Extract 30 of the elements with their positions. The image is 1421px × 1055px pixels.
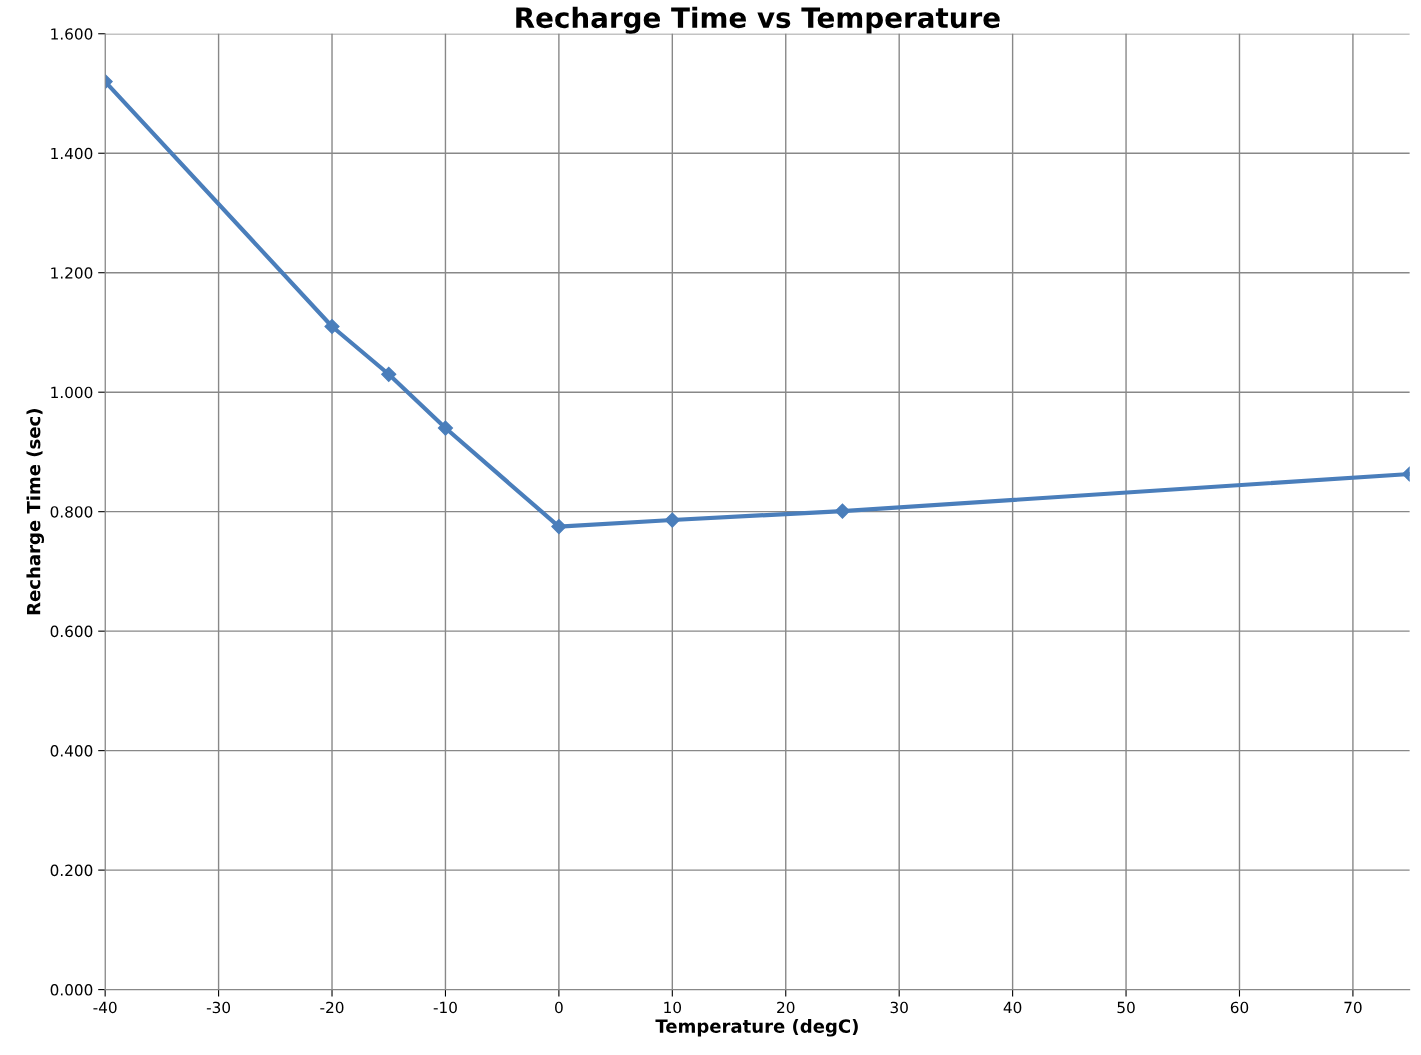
x-tick-label: 30 (890, 1001, 908, 1014)
y-tick-label: 1.600 (51, 28, 93, 40)
x-tick-label: 0 (555, 1001, 563, 1014)
x-tick-label: -40 (93, 1001, 117, 1014)
chart-title: Recharge Time vs Temperature (516, 6, 1000, 34)
point (834, 503, 851, 519)
y-tick-label: 1.200 (51, 267, 93, 279)
y-tick-label: 0.000 (50, 984, 93, 996)
y-tick-label: 1.400 (51, 147, 93, 160)
y-tick-label: 0.600 (50, 625, 93, 638)
y-axis-title: Recharge Time (sec) (26, 409, 45, 615)
x-tick-label: 40 (1003, 1001, 1022, 1014)
x-tick-label: -20 (320, 1001, 344, 1014)
y-tick-label: 0.200 (50, 864, 93, 877)
x-tick-label: 60 (1230, 1001, 1249, 1014)
x-tick-label: 70 (1344, 1001, 1362, 1014)
point (437, 420, 454, 436)
x-tick-label: 20 (777, 1001, 795, 1014)
y-tick-label: 0.400 (50, 745, 93, 757)
y-tick-label: 1.000 (51, 386, 93, 399)
x-tick-label: -30 (206, 1001, 231, 1014)
point (324, 318, 340, 335)
point (664, 512, 680, 528)
x-tick-label: 10 (664, 1001, 682, 1014)
y-tick-label: 0.800 (50, 506, 93, 518)
point (381, 366, 397, 382)
x-tick-label: -10 (433, 1001, 457, 1014)
x-axis-title: Temperature (degC) (655, 1018, 858, 1037)
x-tick-label: 50 (1117, 1001, 1135, 1014)
point (551, 519, 567, 535)
